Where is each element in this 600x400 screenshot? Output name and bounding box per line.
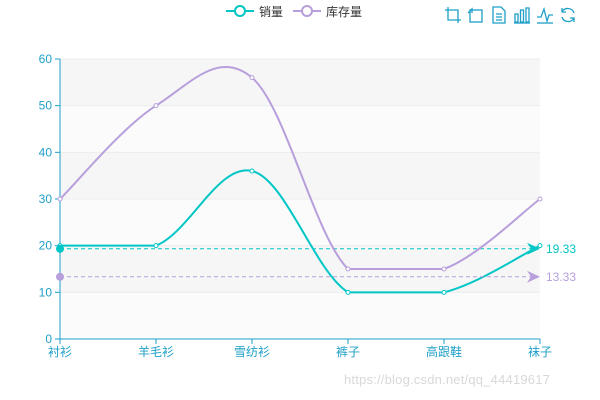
markline-start-stock	[56, 272, 64, 281]
grid-band	[60, 152, 540, 199]
data-point-stock	[249, 75, 255, 81]
data-point-sales	[441, 289, 447, 295]
bar-chart-icon[interactable]	[513, 6, 531, 24]
x-tick-label: 雪纺衫	[234, 345, 270, 359]
data-point-sales	[345, 289, 351, 295]
grid-band	[60, 245, 540, 293]
series-line-stock	[59, 65, 541, 271]
grid-band	[60, 199, 540, 246]
grid-band	[60, 292, 540, 339]
markline-start-sales	[56, 244, 64, 253]
data-point-sales	[537, 243, 543, 249]
legend-swatch-stock	[293, 4, 322, 18]
data-point-sales	[153, 243, 159, 249]
legend-swatch-sales	[226, 4, 254, 18]
x-tick-label: 高跟鞋	[426, 344, 462, 359]
legend-item-sales[interactable]: 销量	[226, 3, 283, 20]
grid-band	[60, 59, 540, 106]
legend-label-sales: 销量	[259, 4, 284, 19]
y-tick-label: 30	[39, 192, 53, 206]
y-tick-label: 20	[39, 239, 53, 253]
data-point-sales	[249, 168, 255, 174]
x-tick-label: 袜子	[528, 345, 552, 359]
data-point-stock	[153, 103, 159, 109]
legend-item-stock[interactable]: 库存量	[293, 3, 362, 20]
markline-label-stock: 13.33	[546, 270, 576, 284]
x-tick-label: 裤子	[336, 345, 360, 359]
data-view-icon[interactable]	[490, 6, 508, 24]
watermark: https://blog.csdn.net/qq_44419617	[344, 372, 551, 387]
markline-label-sales: 19.33	[546, 242, 576, 256]
x-tick-label: 衬衫	[48, 345, 72, 359]
line-chart-icon[interactable]	[536, 6, 554, 24]
y-tick-label: 40	[39, 145, 53, 159]
y-tick-label: 0	[45, 332, 52, 346]
data-point-stock	[537, 196, 543, 202]
restore-icon[interactable]	[559, 6, 577, 24]
data-point-stock	[441, 266, 447, 272]
y-tick-label: 60	[39, 52, 53, 66]
legend: 销量 库存量	[226, 0, 362, 22]
y-tick-label: 10	[39, 285, 53, 299]
data-point-stock	[345, 266, 351, 272]
legend-label-stock: 库存量	[326, 4, 363, 19]
markline-arrow-sales	[527, 242, 540, 255]
x-tick-label: 羊毛衫	[138, 344, 174, 359]
markline-arrow-stock	[527, 270, 540, 283]
grid-band	[60, 105, 540, 153]
toolbox	[444, 6, 577, 24]
undo-icon[interactable]	[467, 6, 485, 24]
y-tick-label: 50	[39, 99, 53, 113]
data-point-stock	[57, 196, 63, 202]
crop-icon[interactable]	[444, 6, 462, 24]
